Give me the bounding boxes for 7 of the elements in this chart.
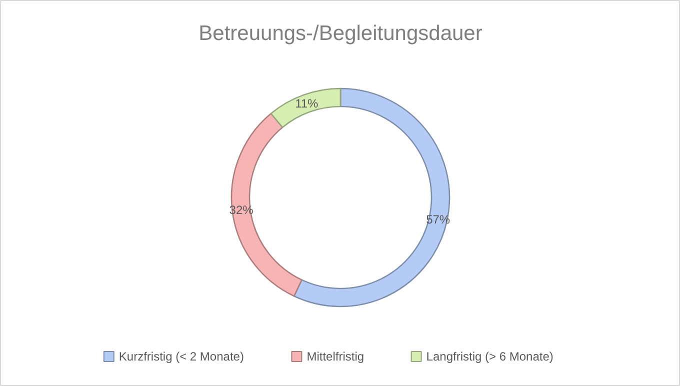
data-label: 57%: [426, 212, 450, 226]
chart-title: Betreuungs-/Begleitungsdauer: [198, 22, 482, 45]
legend-label: Langfristig (> 6 Monate): [426, 350, 554, 364]
data-label: 11%: [295, 96, 319, 110]
data-label: 32%: [229, 203, 254, 218]
legend-label: Kurzfristig (< 2 Monate): [118, 350, 244, 364]
legend-label: Mittelfristig: [306, 350, 364, 364]
